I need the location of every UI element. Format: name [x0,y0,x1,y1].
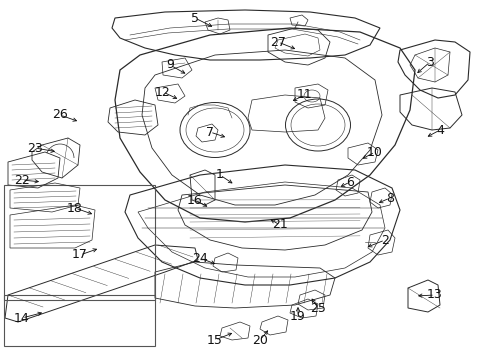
Text: 2: 2 [381,234,389,247]
Text: 21: 21 [272,219,288,231]
Text: 3: 3 [426,55,434,68]
Text: 10: 10 [367,145,383,158]
Text: 1: 1 [216,168,224,181]
Text: 19: 19 [290,310,306,323]
Text: 27: 27 [270,36,286,49]
Text: 6: 6 [346,175,354,189]
Text: 13: 13 [427,288,443,302]
Text: 23: 23 [27,141,43,154]
Text: 4: 4 [436,123,444,136]
Text: 16: 16 [187,194,203,207]
Text: 22: 22 [14,174,30,186]
Bar [4,185,155,300]
Text: 8: 8 [386,192,394,204]
Text: 17: 17 [72,248,88,261]
Text: 7: 7 [206,126,214,139]
Text: 15: 15 [207,333,223,346]
Text: 14: 14 [14,311,30,324]
Text: 5: 5 [191,12,199,24]
Bar [4,295,155,346]
Text: 24: 24 [192,252,208,265]
Text: 25: 25 [310,302,326,315]
Text: 11: 11 [297,89,313,102]
Text: 26: 26 [52,108,68,122]
Text: 9: 9 [166,58,174,72]
Text: 12: 12 [155,85,171,99]
Text: 18: 18 [67,202,83,215]
Text: 20: 20 [252,333,268,346]
